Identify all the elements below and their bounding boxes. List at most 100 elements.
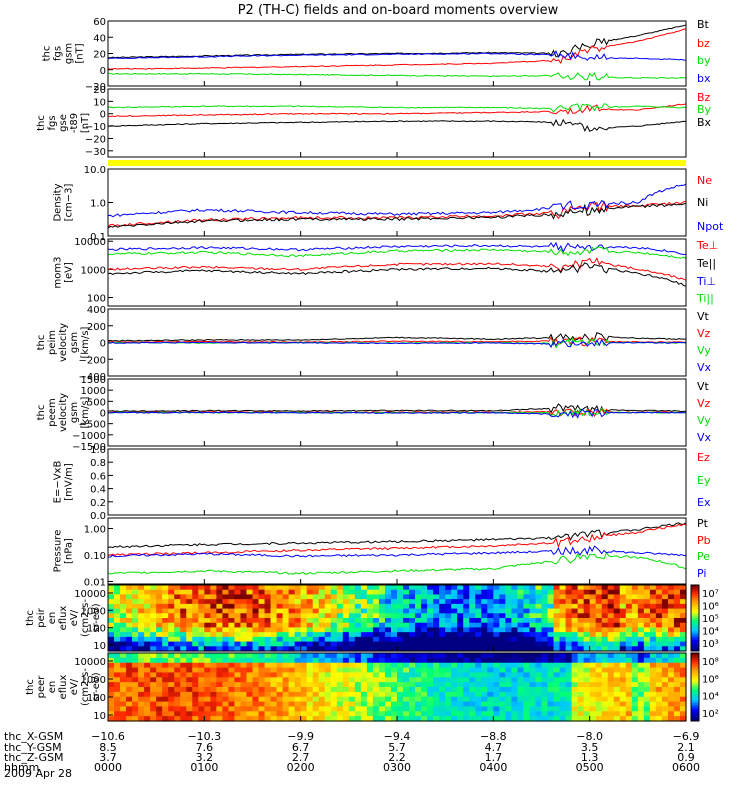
y-tick-label: 10000 (74, 657, 106, 668)
y-tick-label: 10 (93, 641, 106, 652)
y-axis-label: gse (58, 114, 69, 132)
colorbar-tick-label: 10⁴ (702, 627, 719, 638)
xaxis-value: 1.3 (581, 751, 599, 764)
y-axis-label: thc (36, 115, 47, 131)
xaxis-value: 7.6 (196, 741, 214, 754)
xaxis-value: 3.2 (196, 751, 214, 764)
y-tick-label: −30 (85, 147, 106, 158)
xaxis-value: 0000 (94, 761, 122, 774)
y-tick-label: −400 (79, 372, 106, 383)
series-line-Te (107, 262, 687, 287)
series-line-Bt (107, 24, 687, 59)
y-tick-label: 1.00 (84, 525, 106, 536)
series-line-Pi (107, 545, 687, 558)
series-line-Pt (107, 522, 687, 549)
legend-entry: Vy (697, 414, 711, 427)
panel-5: 10000 1000 100 mom3 [eV] Te⊥ Te|| Ti⊥ Ti|| (53, 237, 718, 307)
colorbar-tick-label: 10² (702, 709, 719, 720)
xaxis-value: 3.5 (581, 741, 599, 754)
colorbar-tick-label: 10⁶ (702, 674, 719, 685)
y-tick-label: −10 (85, 122, 106, 133)
y-tick-label: 40 (93, 33, 106, 44)
y-tick-label: 0.4 (90, 485, 106, 496)
y-axis-label: peim (47, 330, 58, 355)
y-axis-label: en (47, 681, 58, 694)
legend-entry: Bz (697, 91, 711, 104)
legend-entry: Pt (697, 517, 709, 530)
y-axis-label: [km/s] (80, 326, 91, 358)
y-tick-label: 400 (87, 305, 106, 316)
series-line-Pe (107, 551, 687, 575)
y-tick-label: 1000 (81, 386, 106, 397)
colorbar: 10⁸ 10⁶ 10⁴ 10² (690, 652, 719, 722)
legend-entry: by (697, 54, 711, 67)
y-axis-label: [nPa] (64, 538, 75, 564)
xaxis-value: 2.1 (677, 741, 695, 754)
y-tick-label: 60 (93, 17, 106, 28)
legend-entry: Vy (697, 344, 711, 357)
y-axis-label: sr-eV) (91, 672, 102, 701)
xaxis-value: 5.7 (388, 741, 406, 754)
panel-frame (107, 88, 687, 158)
y-tick-label: −1500 (72, 442, 106, 453)
y-axis-label: -t89 (69, 113, 80, 133)
series-line-Ti (107, 241, 687, 256)
y-tick-label: 100 (87, 693, 106, 704)
legend-entry: Te⊥ (696, 239, 718, 252)
panel-frame (107, 168, 687, 237)
series-line-Ti (107, 246, 687, 260)
xaxis-row-label: thc_X-GSM (4, 730, 63, 743)
y-axis-label: gsm (69, 332, 80, 353)
legend-entry: Pb (697, 534, 711, 547)
y-tick-label: −20 (85, 82, 106, 93)
legend-entry: Ti|| (696, 292, 714, 305)
colorbar-tick-label: 10⁴ (702, 692, 719, 703)
xaxis-value: 2.7 (292, 751, 310, 764)
y-axis-label: [cm−3] (64, 184, 75, 222)
y-tick-label: 10 (93, 97, 106, 108)
colorbar-tick-label: 10³ (702, 639, 719, 650)
series-line-Vx (108, 338, 687, 348)
y-axis-label: [km/s] (80, 396, 91, 428)
figure-title: P2 (TH-C) fields and on-board moments ov… (238, 3, 559, 18)
xaxis-value: −10.3 (187, 730, 221, 743)
colorbar-tick-label: 10⁵ (702, 614, 719, 625)
panel-8: 1.0 0.8 0.6 0.4 0.2 0.0 E=−VxB [mV/m] Ez Ey Ex (53, 445, 711, 522)
y-tick-label: 10 (93, 711, 106, 722)
panel-3 (108, 160, 686, 166)
series-line-Bx (107, 118, 687, 132)
y-axis-label: velocity (58, 323, 69, 362)
panel-9: 1.00 0.10 0.01 Pressure [nPa] Pt Pb Pe Pi (53, 517, 711, 588)
series-line-Vz (107, 336, 686, 347)
legend-entry: Ey (697, 474, 711, 487)
y-tick-label: 0.01 (84, 577, 106, 588)
y-axis-label: thc (25, 679, 36, 695)
y-tick-label: 500 (87, 397, 106, 408)
legend-entry: Ni (697, 196, 708, 209)
legend-entry: Vx (697, 361, 712, 374)
series-line-bz (107, 28, 687, 70)
series-line-Vt (107, 332, 687, 342)
y-tick-label: 0 (100, 339, 106, 350)
y-tick-label: 10.0 (84, 165, 106, 176)
legend-entry: Ex (697, 496, 711, 509)
series-line-Vx (107, 408, 687, 419)
xaxis-row-label: thc_Y-GSM (4, 741, 62, 754)
y-axis-label: thc (36, 405, 47, 421)
y-axis-label: fgs (47, 115, 58, 130)
panel-11: 10⁸ 10⁶ 10⁴ 10² 10000 1000 100 10 thc peer en eflux… (25, 652, 719, 722)
y-axis-label: Pressure (53, 530, 64, 573)
y-tick-label: 10000 (74, 589, 106, 600)
panel-frame (107, 238, 687, 307)
y-tick-label: 0 (100, 66, 106, 77)
legend-entry: Ez (697, 451, 710, 464)
xaxis-value: 3.7 (99, 751, 117, 764)
y-axis-label: eV/ (69, 678, 80, 695)
y-tick-label: 1000 (81, 606, 106, 617)
panel-6: 400 200 0 −200 −400 thc peim velocity gsm [km/s] V… (36, 305, 712, 383)
y-axis-label: (cm2-s- (80, 599, 91, 637)
y-tick-label: 1000 (81, 675, 106, 686)
